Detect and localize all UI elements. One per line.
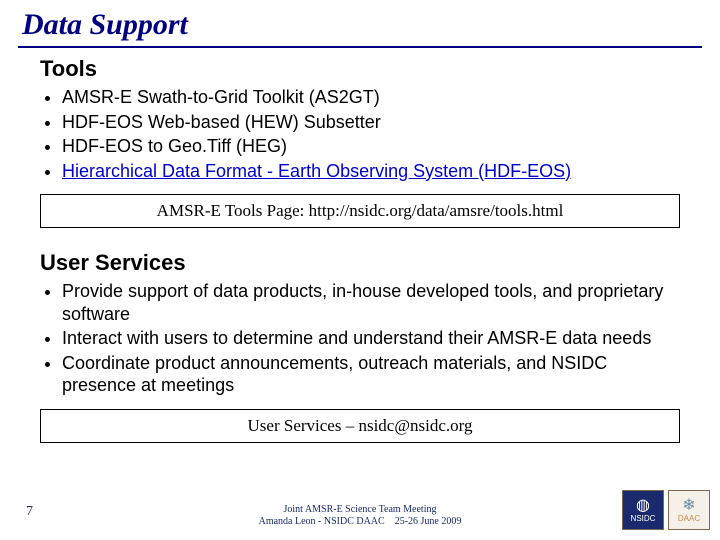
user-services-section: User Services Provide support of data pr… bbox=[40, 250, 680, 443]
list-item: AMSR-E Swath-to-Grid Toolkit (AS2GT) bbox=[62, 86, 680, 109]
slide: Data Support Tools AMSR-E Swath-to-Grid … bbox=[0, 0, 720, 540]
nsidc-logo-label: NSIDC bbox=[631, 514, 656, 523]
snowflake-icon: ❄ bbox=[678, 498, 700, 514]
user-services-heading: User Services bbox=[40, 250, 680, 276]
footer-line1: Joint AMSR-E Science Team Meeting bbox=[284, 504, 437, 515]
globe-icon: ◍ bbox=[631, 498, 656, 514]
daac-logo-label: DAAC bbox=[678, 514, 700, 523]
tools-callout: AMSR-E Tools Page: http://nsidc.org/data… bbox=[40, 194, 680, 228]
tool-item-text: HDF-EOS to Geo.Tiff (HEG) bbox=[62, 136, 287, 156]
footer-line2: Amanda Leon - NSIDC DAAC 25-26 June 2009 bbox=[259, 516, 462, 527]
user-services-callout: User Services – nsidc@nsidc.org bbox=[40, 409, 680, 443]
list-item: Hierarchical Data Format - Earth Observi… bbox=[62, 160, 680, 183]
list-item: HDF-EOS Web-based (HEW) Subsetter bbox=[62, 111, 680, 134]
user-services-list: Provide support of data products, in-hou… bbox=[40, 280, 680, 397]
nsidc-logo-icon: ◍ NSIDC bbox=[622, 490, 664, 530]
list-item: HDF-EOS to Geo.Tiff (HEG) bbox=[62, 135, 680, 158]
page-title: Data Support bbox=[22, 8, 188, 42]
tool-item-text: HDF-EOS Web-based (HEW) Subsetter bbox=[62, 112, 381, 132]
list-item: Coordinate product announcements, outrea… bbox=[62, 352, 680, 397]
footer-text: Joint AMSR-E Science Team Meeting Amanda… bbox=[0, 504, 720, 528]
tool-item-link[interactable]: Hierarchical Data Format - Earth Observi… bbox=[62, 161, 571, 181]
tools-heading: Tools bbox=[40, 56, 680, 82]
tool-item-text: AMSR-E Swath-to-Grid Toolkit (AS2GT) bbox=[62, 87, 380, 107]
title-rule bbox=[18, 46, 702, 48]
daac-logo-icon: ❄ DAAC bbox=[668, 490, 710, 530]
list-item: Interact with users to determine and und… bbox=[62, 327, 680, 350]
tools-list: AMSR-E Swath-to-Grid Toolkit (AS2GT) HDF… bbox=[40, 86, 680, 182]
footer: 7 Joint AMSR-E Science Team Meeting Aman… bbox=[0, 490, 720, 534]
list-item: Provide support of data products, in-hou… bbox=[62, 280, 680, 325]
content-area: Tools AMSR-E Swath-to-Grid Toolkit (AS2G… bbox=[40, 56, 680, 443]
